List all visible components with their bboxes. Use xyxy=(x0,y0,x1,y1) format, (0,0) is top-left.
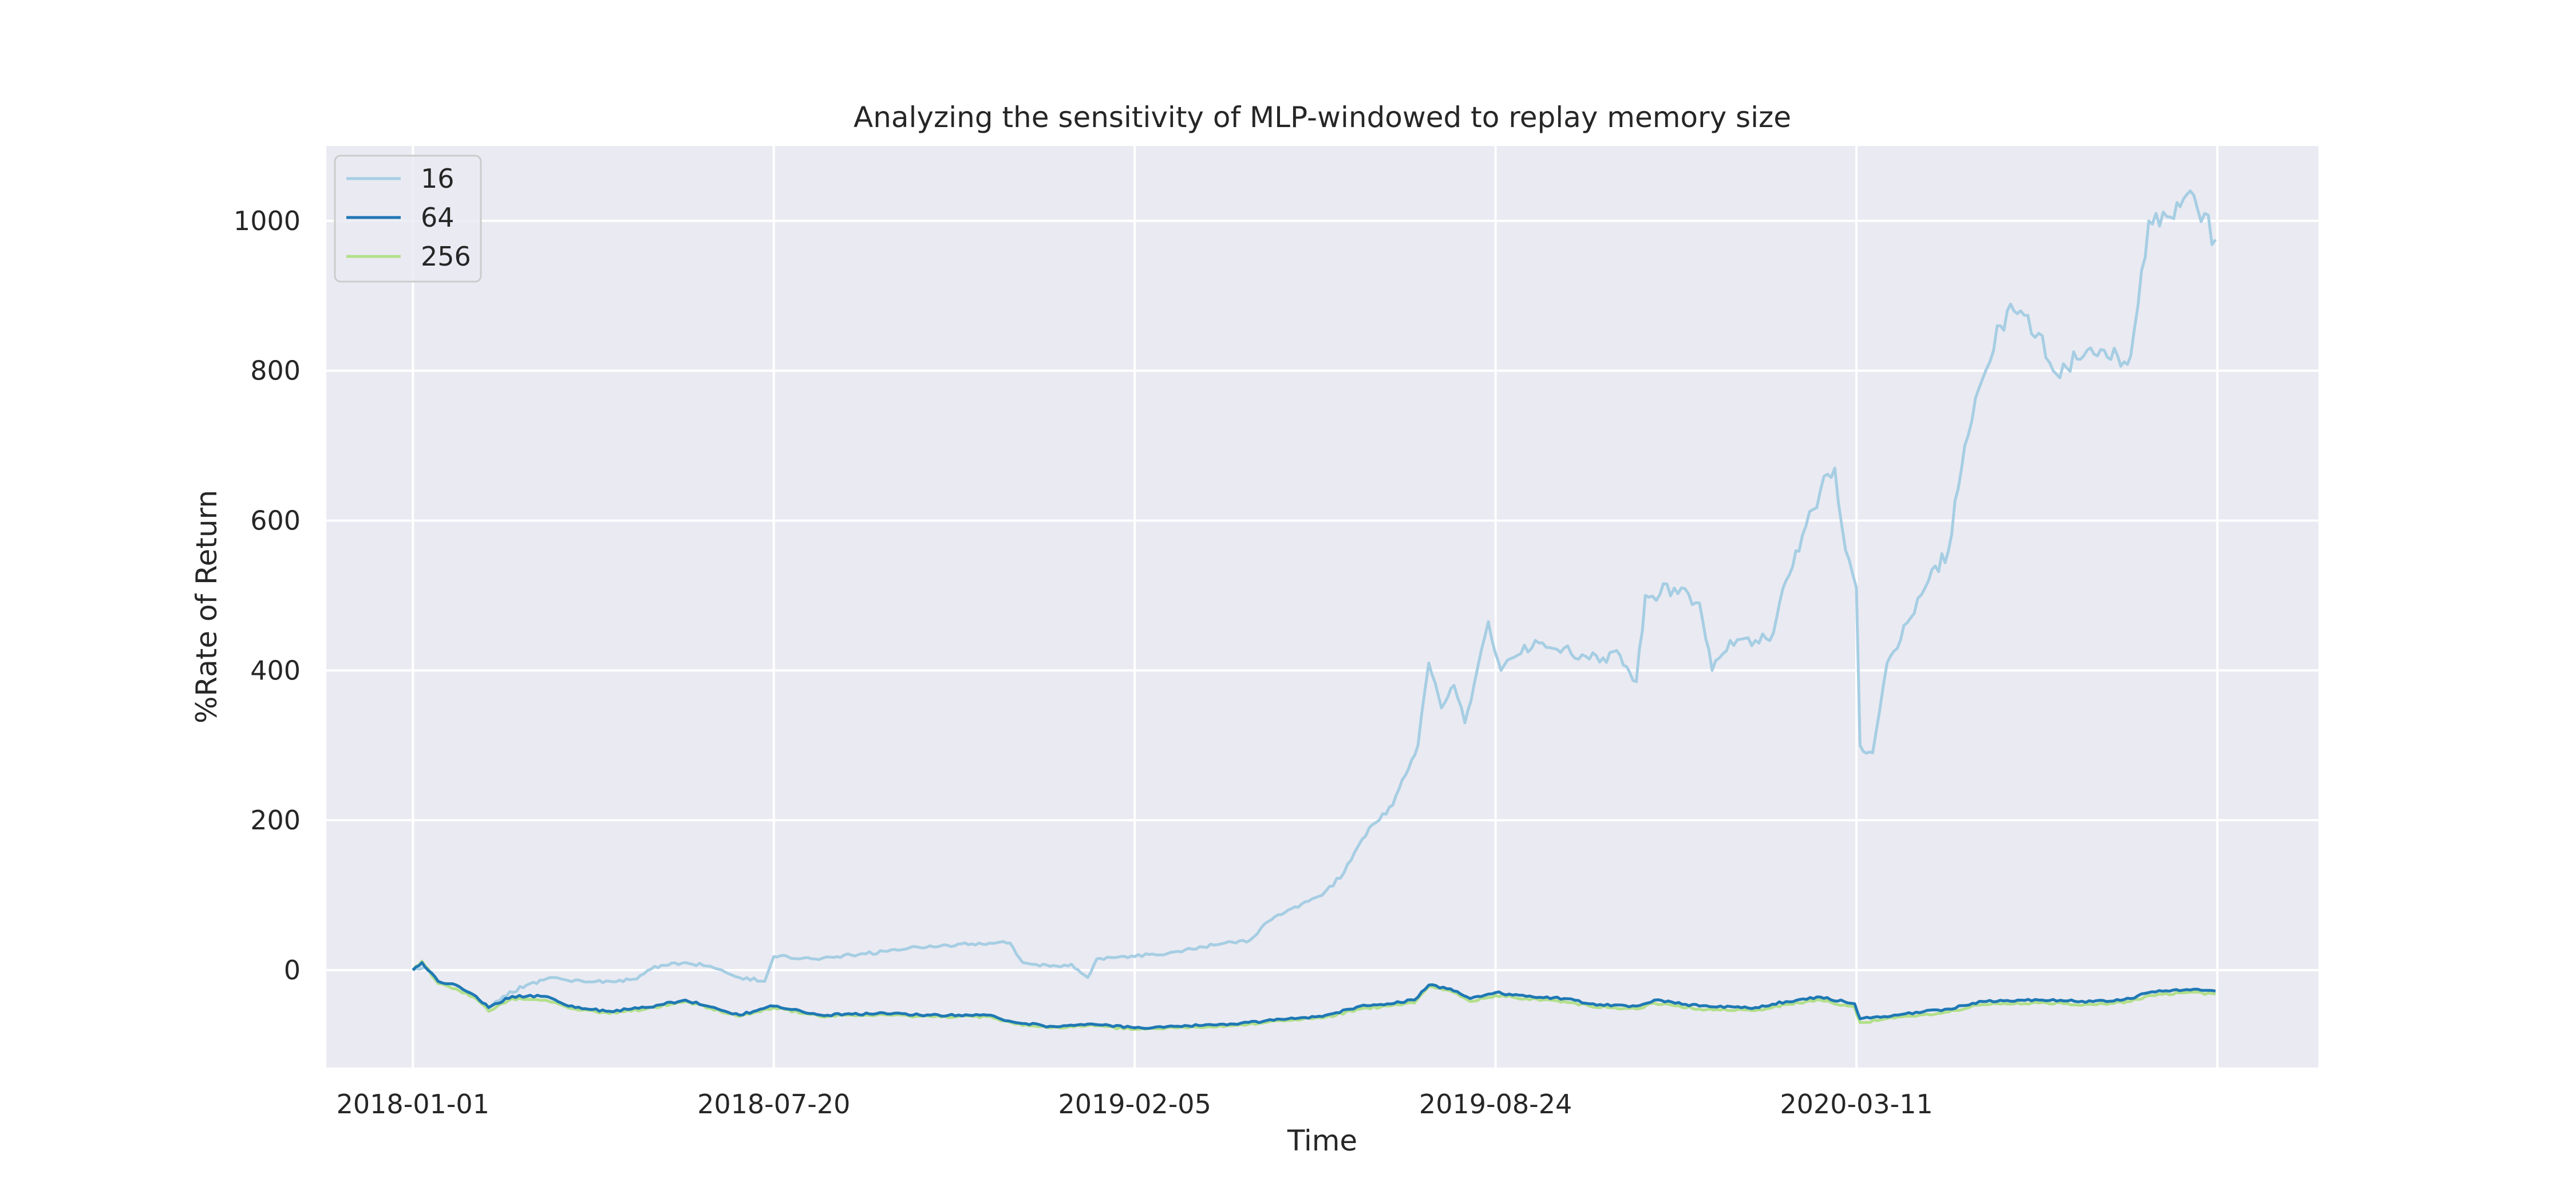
series-line-64 xyxy=(412,961,2216,1030)
x-tick-label: 2020-03-11 xyxy=(1780,1089,1933,1120)
x-tick-label: 2019-08-24 xyxy=(1419,1089,1572,1120)
plot-background xyxy=(326,146,2318,1067)
x-tick-label: 2019-02-05 xyxy=(1058,1089,1211,1120)
legend-box xyxy=(334,155,482,283)
x-tick-label: 2018-07-20 xyxy=(697,1089,850,1120)
legend-label-16: 16 xyxy=(421,163,455,194)
legend: 16 64 256 xyxy=(334,155,482,283)
series-line-16 xyxy=(412,189,2217,1009)
x-axis-ticks: 2018-01-01 2018-07-20 2019-02-05 2019-08-24… xyxy=(337,1089,1933,1120)
y-tick-label: 200 xyxy=(250,805,301,836)
chart-title: Analyzing the sensitivity of MLP-windowe… xyxy=(854,101,1791,134)
series-layer xyxy=(412,189,2217,1031)
y-axis-ticks: 0 200 400 600 800 1000 xyxy=(234,205,301,986)
legend-label-256: 256 xyxy=(421,241,471,272)
y-axis-label: %Rate of Return xyxy=(190,490,223,723)
y-tick-label: 600 xyxy=(250,505,301,536)
y-tick-label: 800 xyxy=(250,355,301,386)
y-tick-label: 0 xyxy=(284,955,301,986)
x-axis-label: Time xyxy=(1287,1124,1357,1157)
y-tick-label: 1000 xyxy=(234,205,301,236)
legend-label-64: 64 xyxy=(421,202,455,233)
x-tick-label: 2018-01-01 xyxy=(337,1089,489,1120)
y-tick-label: 400 xyxy=(250,655,301,686)
